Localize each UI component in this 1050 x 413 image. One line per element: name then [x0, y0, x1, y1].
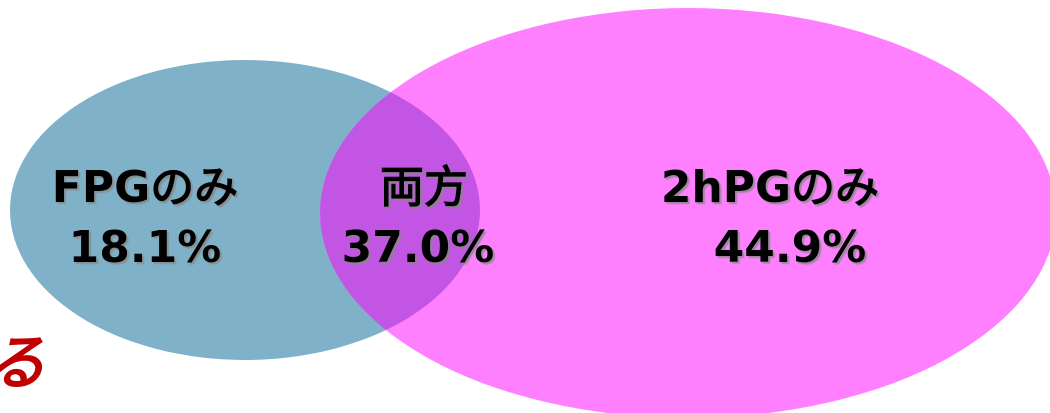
- labels: FPGのみ 18.1% 両方 37.0% 2hPGのみ 44.9%: [52, 162, 879, 273]
- region-value: 18.1%: [69, 222, 222, 273]
- region-value: 44.9%: [714, 222, 867, 273]
- region-label: 2hPGのみ: [661, 162, 879, 213]
- region-label: 両方: [380, 162, 468, 213]
- overlap: [320, 60, 480, 360]
- text-fragment: る: [0, 329, 46, 399]
- region-value: 37.0%: [342, 222, 495, 273]
- region-label: FPGのみ: [52, 162, 238, 213]
- 2hpg-set: [320, 8, 1050, 413]
